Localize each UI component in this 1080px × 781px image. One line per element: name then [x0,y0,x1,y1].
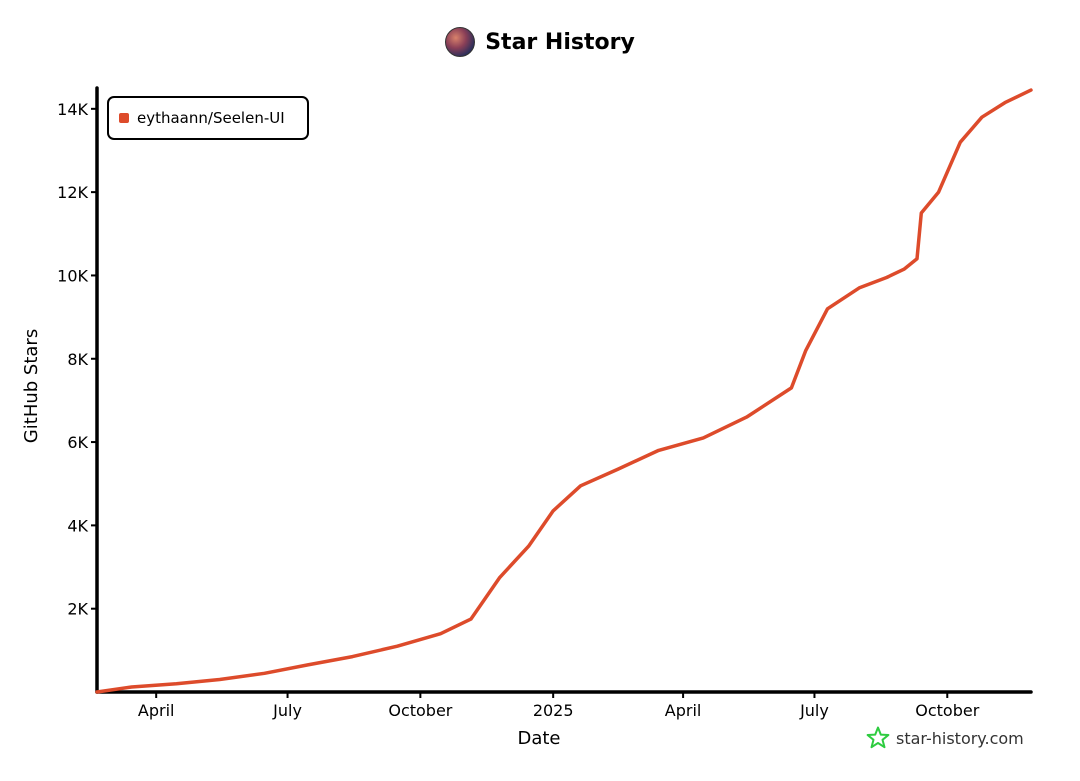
legend-swatch [119,113,129,123]
x-tick-label: October [388,701,452,720]
x-tick-label: April [138,701,175,720]
chart-axes [95,86,1033,694]
y-axis-ticks: 2K 4K 6K 8K 10K 12K 14K [57,100,97,619]
y-tick-label: 10K [57,266,88,285]
watermark-text: star-history.com [896,728,1024,748]
y-tick-label: 12K [57,183,88,202]
watermark[interactable]: star-history.com [866,724,1024,752]
y-tick-label: 14K [57,100,88,119]
chart-title: Star History [485,29,635,55]
series-line [95,88,1033,694]
y-tick-label: 4K [67,516,88,535]
x-tick-label: April [665,701,702,720]
y-tick-label: 8K [67,350,88,369]
x-tick-label: July [799,701,829,720]
y-tick-label: 6K [67,433,88,452]
x-axis-label: Date [517,728,560,749]
y-axis-label: GitHub Stars [21,329,42,443]
x-axis-ticks: April July October 2025 April July October [138,692,980,720]
legend-entry-label: eythaann/Seelen-UI [137,109,285,127]
repo-avatar-icon [445,27,476,57]
series-lines [95,88,1033,694]
x-tick-label: July [272,701,302,720]
chart-legend: eythaann/Seelen-UI [107,96,309,140]
chart-header: Star History [0,22,1080,62]
x-tick-label: October [915,701,979,720]
star-outline-icon [866,726,890,749]
x-tick-label: 2025 [533,701,574,720]
y-tick-label: 2K [67,600,88,619]
